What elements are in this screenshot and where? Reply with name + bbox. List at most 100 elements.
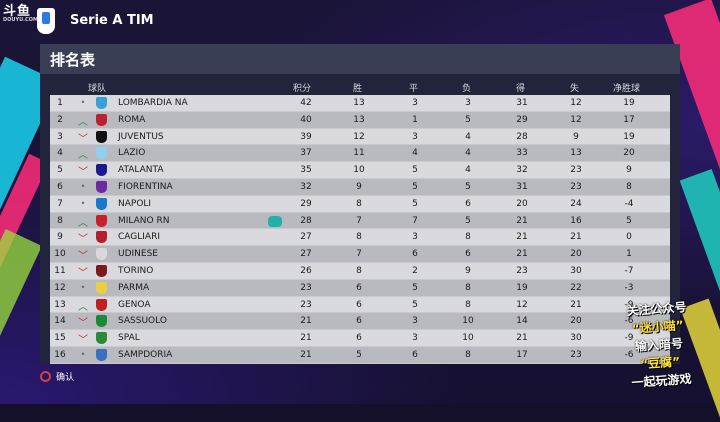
wins-cell: 13 — [353, 98, 365, 108]
footer-hint: 确认 — [40, 370, 74, 383]
position-cell: 2 — [57, 114, 63, 125]
losses-cell: 5 — [465, 181, 471, 192]
team-crest-icon — [96, 231, 107, 244]
trend-same-icon: • — [80, 181, 86, 191]
team-name: MILANO RN — [118, 215, 170, 226]
goal-diff-cell: -3 — [624, 282, 634, 293]
wins-cell: 6 — [356, 316, 362, 327]
goals-for-cell: 17 — [516, 349, 528, 360]
losses-cell: 8 — [465, 282, 471, 293]
team-name: FIORENTINA — [118, 181, 173, 192]
team-crest-icon — [96, 332, 107, 345]
table-row[interactable]: 14 ﹀ SASSUOLO 21 6 3 10 14 20 -6 — [50, 313, 670, 331]
goal-diff-cell: -4 — [624, 198, 634, 209]
goals-for-cell: 32 — [516, 165, 528, 176]
losses-cell: 10 — [462, 316, 474, 327]
team-name: LOMBARDIA NA — [118, 98, 188, 108]
losses-cell: 8 — [465, 299, 471, 310]
table-row[interactable]: 7 • NAPOLI 29 8 5 6 20 24 -4 — [50, 195, 670, 213]
standings-panel: 排名表 球队 积分 胜 平 负 得 失 净胜球 1 • LOMBARDIA NA 42… — [40, 44, 680, 364]
goals-against-cell: 30 — [570, 265, 582, 276]
team-name: UDINESE — [118, 249, 158, 260]
team-name: NAPOLI — [118, 198, 152, 209]
goal-diff-cell: -6 — [624, 349, 634, 360]
goals-against-cell: 21 — [570, 232, 582, 243]
team-crest-icon — [96, 264, 107, 277]
team-crest-icon — [96, 130, 107, 143]
position-cell: 14 — [54, 316, 66, 327]
points-cell: 23 — [300, 282, 312, 293]
team-name: SASSUOLO — [118, 316, 167, 327]
trend-up-icon: ︿ — [78, 116, 88, 128]
table-row[interactable]: 10 ﹀ UDINESE 27 7 6 6 21 20 1 — [50, 246, 670, 263]
wins-cell: 6 — [356, 299, 362, 310]
goals-against-cell: 12 — [570, 114, 582, 125]
trend-same-icon: • — [80, 98, 86, 107]
losses-cell: 6 — [465, 249, 471, 260]
team-crest-icon — [96, 164, 107, 177]
table-row[interactable]: 12 • PARMA 23 6 5 8 19 22 -3 — [50, 279, 670, 297]
table-row[interactable]: 8 ︿ MILANO RN 28 7 7 5 21 16 5 — [50, 212, 670, 230]
goal-diff-cell: -9 — [624, 299, 634, 310]
trend-same-icon: • — [80, 282, 86, 292]
trend-down-icon: ﹀ — [78, 133, 88, 145]
wins-cell: 6 — [356, 282, 362, 293]
draws-cell: 5 — [412, 181, 418, 192]
goals-for-cell: 31 — [516, 181, 528, 192]
points-cell: 21 — [300, 316, 312, 327]
wins-cell: 8 — [356, 265, 362, 276]
position-cell: 5 — [57, 165, 63, 176]
points-cell: 37 — [300, 148, 312, 159]
position-cell: 7 — [57, 198, 63, 209]
goals-for-cell: 21 — [516, 232, 528, 243]
table-row[interactable]: 5 ﹀ ATALANTA 35 10 5 4 32 23 9 — [50, 162, 670, 179]
table-row[interactable]: 1 • LOMBARDIA NA 42 13 3 3 31 12 19 — [50, 95, 670, 112]
table-row[interactable]: 4 ︿ LAZIO 37 11 4 4 33 13 20 — [50, 145, 670, 163]
table-row[interactable]: 9 ﹀ CAGLIARI 27 8 3 8 21 21 0 — [50, 229, 670, 247]
table-row[interactable]: 11 ﹀ TORINO 26 8 2 9 23 30 -7 — [50, 262, 670, 280]
goals-for-cell: 28 — [516, 131, 528, 142]
team-name: SAMPDORIA — [118, 349, 173, 360]
circle-button-icon[interactable] — [40, 371, 51, 382]
team-name: GENOA — [118, 299, 151, 310]
goals-for-cell: 33 — [516, 148, 528, 159]
points-cell: 27 — [300, 232, 312, 243]
goals-for-cell: 29 — [516, 114, 528, 125]
position-cell: 3 — [57, 131, 63, 142]
team-name: SPAL — [118, 333, 140, 344]
column-headers: 球队 积分 胜 平 负 得 失 净胜球 — [40, 77, 680, 95]
watermark-text: 斗鱼 — [3, 4, 32, 19]
position-cell: 8 — [57, 215, 63, 226]
draws-cell: 3 — [412, 316, 418, 327]
table-row[interactable]: 3 ﹀ JUVENTUS 39 12 3 4 28 9 19 — [50, 128, 670, 146]
draws-cell: 5 — [412, 299, 418, 310]
draws-cell: 3 — [412, 98, 418, 108]
points-cell: 28 — [300, 215, 312, 226]
trend-down-icon: ﹀ — [78, 267, 88, 279]
trend-up-icon: ︿ — [78, 150, 88, 162]
team-name: JUVENTUS — [118, 131, 164, 142]
gamepad-icon — [268, 215, 282, 227]
losses-cell: 5 — [465, 114, 471, 125]
losses-cell: 3 — [465, 98, 471, 108]
wins-cell: 11 — [353, 148, 365, 159]
points-cell: 42 — [300, 98, 312, 108]
table-row[interactable]: 15 ﹀ SPAL 21 6 3 10 21 30 -9 — [50, 330, 670, 347]
losses-cell: 4 — [465, 148, 471, 159]
goal-diff-cell: 19 — [623, 98, 635, 108]
league-title: Serie A TIM — [70, 13, 154, 28]
goals-against-cell: 24 — [570, 198, 582, 209]
standings-table: 1 • LOMBARDIA NA 42 13 3 3 31 12 19 2 ︿ ROMA 40 13 1 5 29… — [50, 95, 670, 364]
table-row[interactable]: 2 ︿ ROMA 40 13 1 5 29 12 17 — [50, 111, 670, 129]
losses-cell: 6 — [465, 198, 471, 209]
position-cell: 12 — [54, 282, 66, 293]
trend-up-icon: ︿ — [78, 301, 88, 313]
points-cell: 32 — [300, 181, 312, 192]
table-row[interactable]: 16 • SAMPDORIA 21 5 6 8 17 23 -6 — [50, 346, 670, 364]
table-row[interactable]: 6 • FIORENTINA 32 9 5 5 31 23 8 — [50, 178, 670, 196]
goals-against-cell: 23 — [570, 349, 582, 360]
col-wins: 胜 — [353, 84, 363, 94]
table-row[interactable]: 13 ︿ GENOA 23 6 5 8 12 21 -9 — [50, 296, 670, 314]
points-cell: 39 — [300, 131, 312, 142]
wins-cell: 10 — [353, 165, 365, 176]
